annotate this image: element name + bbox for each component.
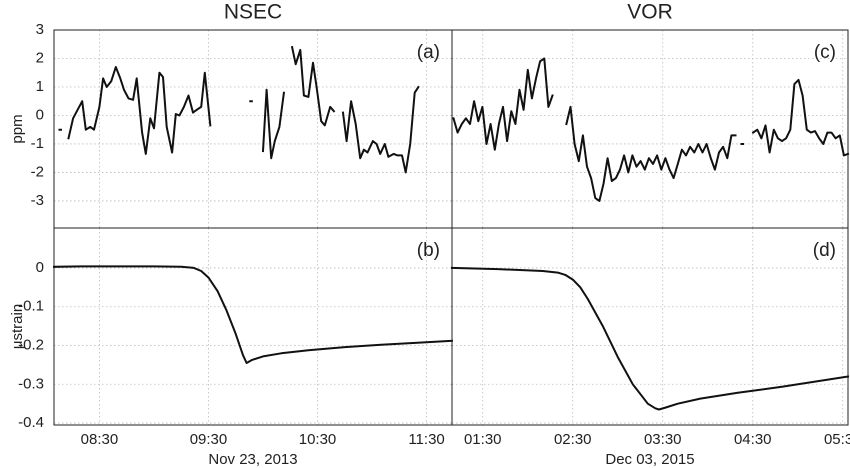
panel-label: (b) (417, 240, 440, 261)
y-tick-label: -0.2 (18, 336, 44, 353)
y-axis-label: μstrain (9, 304, 26, 349)
y-tick-label: 0 (36, 106, 44, 123)
y-tick-label: 0 (36, 259, 44, 276)
y-tick-label: -1 (31, 135, 44, 152)
y-tick-label: 3 (36, 21, 44, 38)
data-line (450, 266, 850, 411)
x-axis-label: Nov 23, 2013 (208, 451, 297, 468)
y-tick-label: -0.4 (18, 414, 44, 431)
x-tick-label: 09:30 (190, 431, 228, 448)
panel-frame (451, 29, 849, 229)
x-tick-label: 02:30 (554, 431, 592, 448)
y-tick-label: 2 (36, 49, 44, 66)
y-tick-label: -3 (31, 192, 44, 209)
data-line (452, 57, 850, 202)
panel-frame (53, 227, 453, 426)
y-axis-label: ppm (9, 114, 26, 143)
y-tick-label: -0.3 (18, 375, 44, 392)
panel-label: (d) (813, 240, 836, 261)
x-tick-label: 04:30 (734, 431, 772, 448)
panel-title: VOR (627, 1, 673, 24)
x-tick-label: 05:30 (824, 431, 850, 448)
panel-title: NSEC (224, 1, 282, 24)
x-tick-label: 01:30 (464, 431, 502, 448)
y-tick-label: 1 (36, 78, 44, 95)
x-tick-label: 11:30 (408, 431, 444, 448)
x-tick-label: 10:30 (299, 431, 337, 448)
panel-frame (451, 227, 849, 426)
x-axis-label: Dec 03, 2015 (605, 451, 694, 468)
panel-label: (c) (814, 42, 836, 63)
data-line (58, 45, 420, 174)
y-tick-label: -2 (31, 163, 44, 180)
x-tick-label: 03:30 (644, 431, 682, 448)
x-tick-label: 08:30 (81, 431, 119, 448)
y-tick-label: -0.1 (18, 298, 44, 315)
data-line (52, 265, 454, 364)
panel-frame (53, 29, 453, 229)
panel-label: (a) (417, 42, 440, 63)
